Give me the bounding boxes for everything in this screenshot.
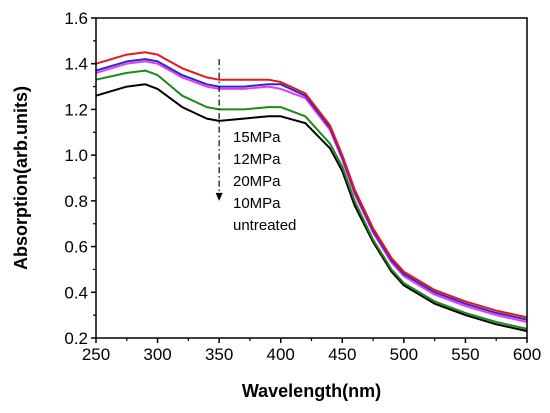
x-tick-label: 350 (205, 345, 233, 364)
series-lines (95, 51, 528, 333)
series-line-15mpa (95, 51, 528, 319)
legend-label-15mpa: 15MPa (233, 129, 281, 146)
x-tick-label: 600 (513, 345, 541, 364)
x-tick-label: 300 (143, 345, 171, 364)
series-line-20mpa (95, 60, 528, 323)
y-tick-label: 0.6 (64, 238, 88, 257)
legend-label-untreated: untreated (233, 217, 296, 234)
legend-label-10mpa: 10MPa (233, 195, 281, 212)
y-tick-label: 0.8 (64, 192, 88, 211)
series-line-10mpa (95, 69, 528, 330)
legend-label-20mpa: 20MPa (233, 173, 281, 190)
y-tick-label: 1.6 (64, 9, 88, 28)
y-tick-label: 0.4 (64, 283, 88, 302)
x-tick-label: 250 (82, 345, 110, 364)
x-axis-title: Wavelength(nm) (242, 381, 381, 401)
x-tick-label: 550 (451, 345, 479, 364)
y-axis-title: Absorption(arb.units) (11, 86, 31, 270)
arrow-head (215, 192, 223, 201)
x-tick-label: 400 (267, 345, 295, 364)
y-tick-label: 1.4 (64, 55, 88, 74)
series-line-untreated (95, 83, 528, 333)
legend: 15MPa 12MPa 20MPa 10MPa untreated (233, 129, 296, 234)
legend-label-12mpa: 12MPa (233, 151, 281, 168)
y-tick-label: 0.2 (64, 329, 88, 348)
arrow-annotation (215, 59, 223, 201)
series-line-12mpa (95, 58, 528, 321)
y-tick-label: 1.2 (64, 100, 88, 119)
x-tick-label: 450 (328, 345, 356, 364)
axis-ticks: 250 300 350 400 450 500 550 600 0.2 0.4 0.6 0.8 1.0 1… (64, 9, 541, 364)
y-tick-label: 1.0 (64, 146, 88, 165)
x-tick-label: 500 (390, 345, 418, 364)
